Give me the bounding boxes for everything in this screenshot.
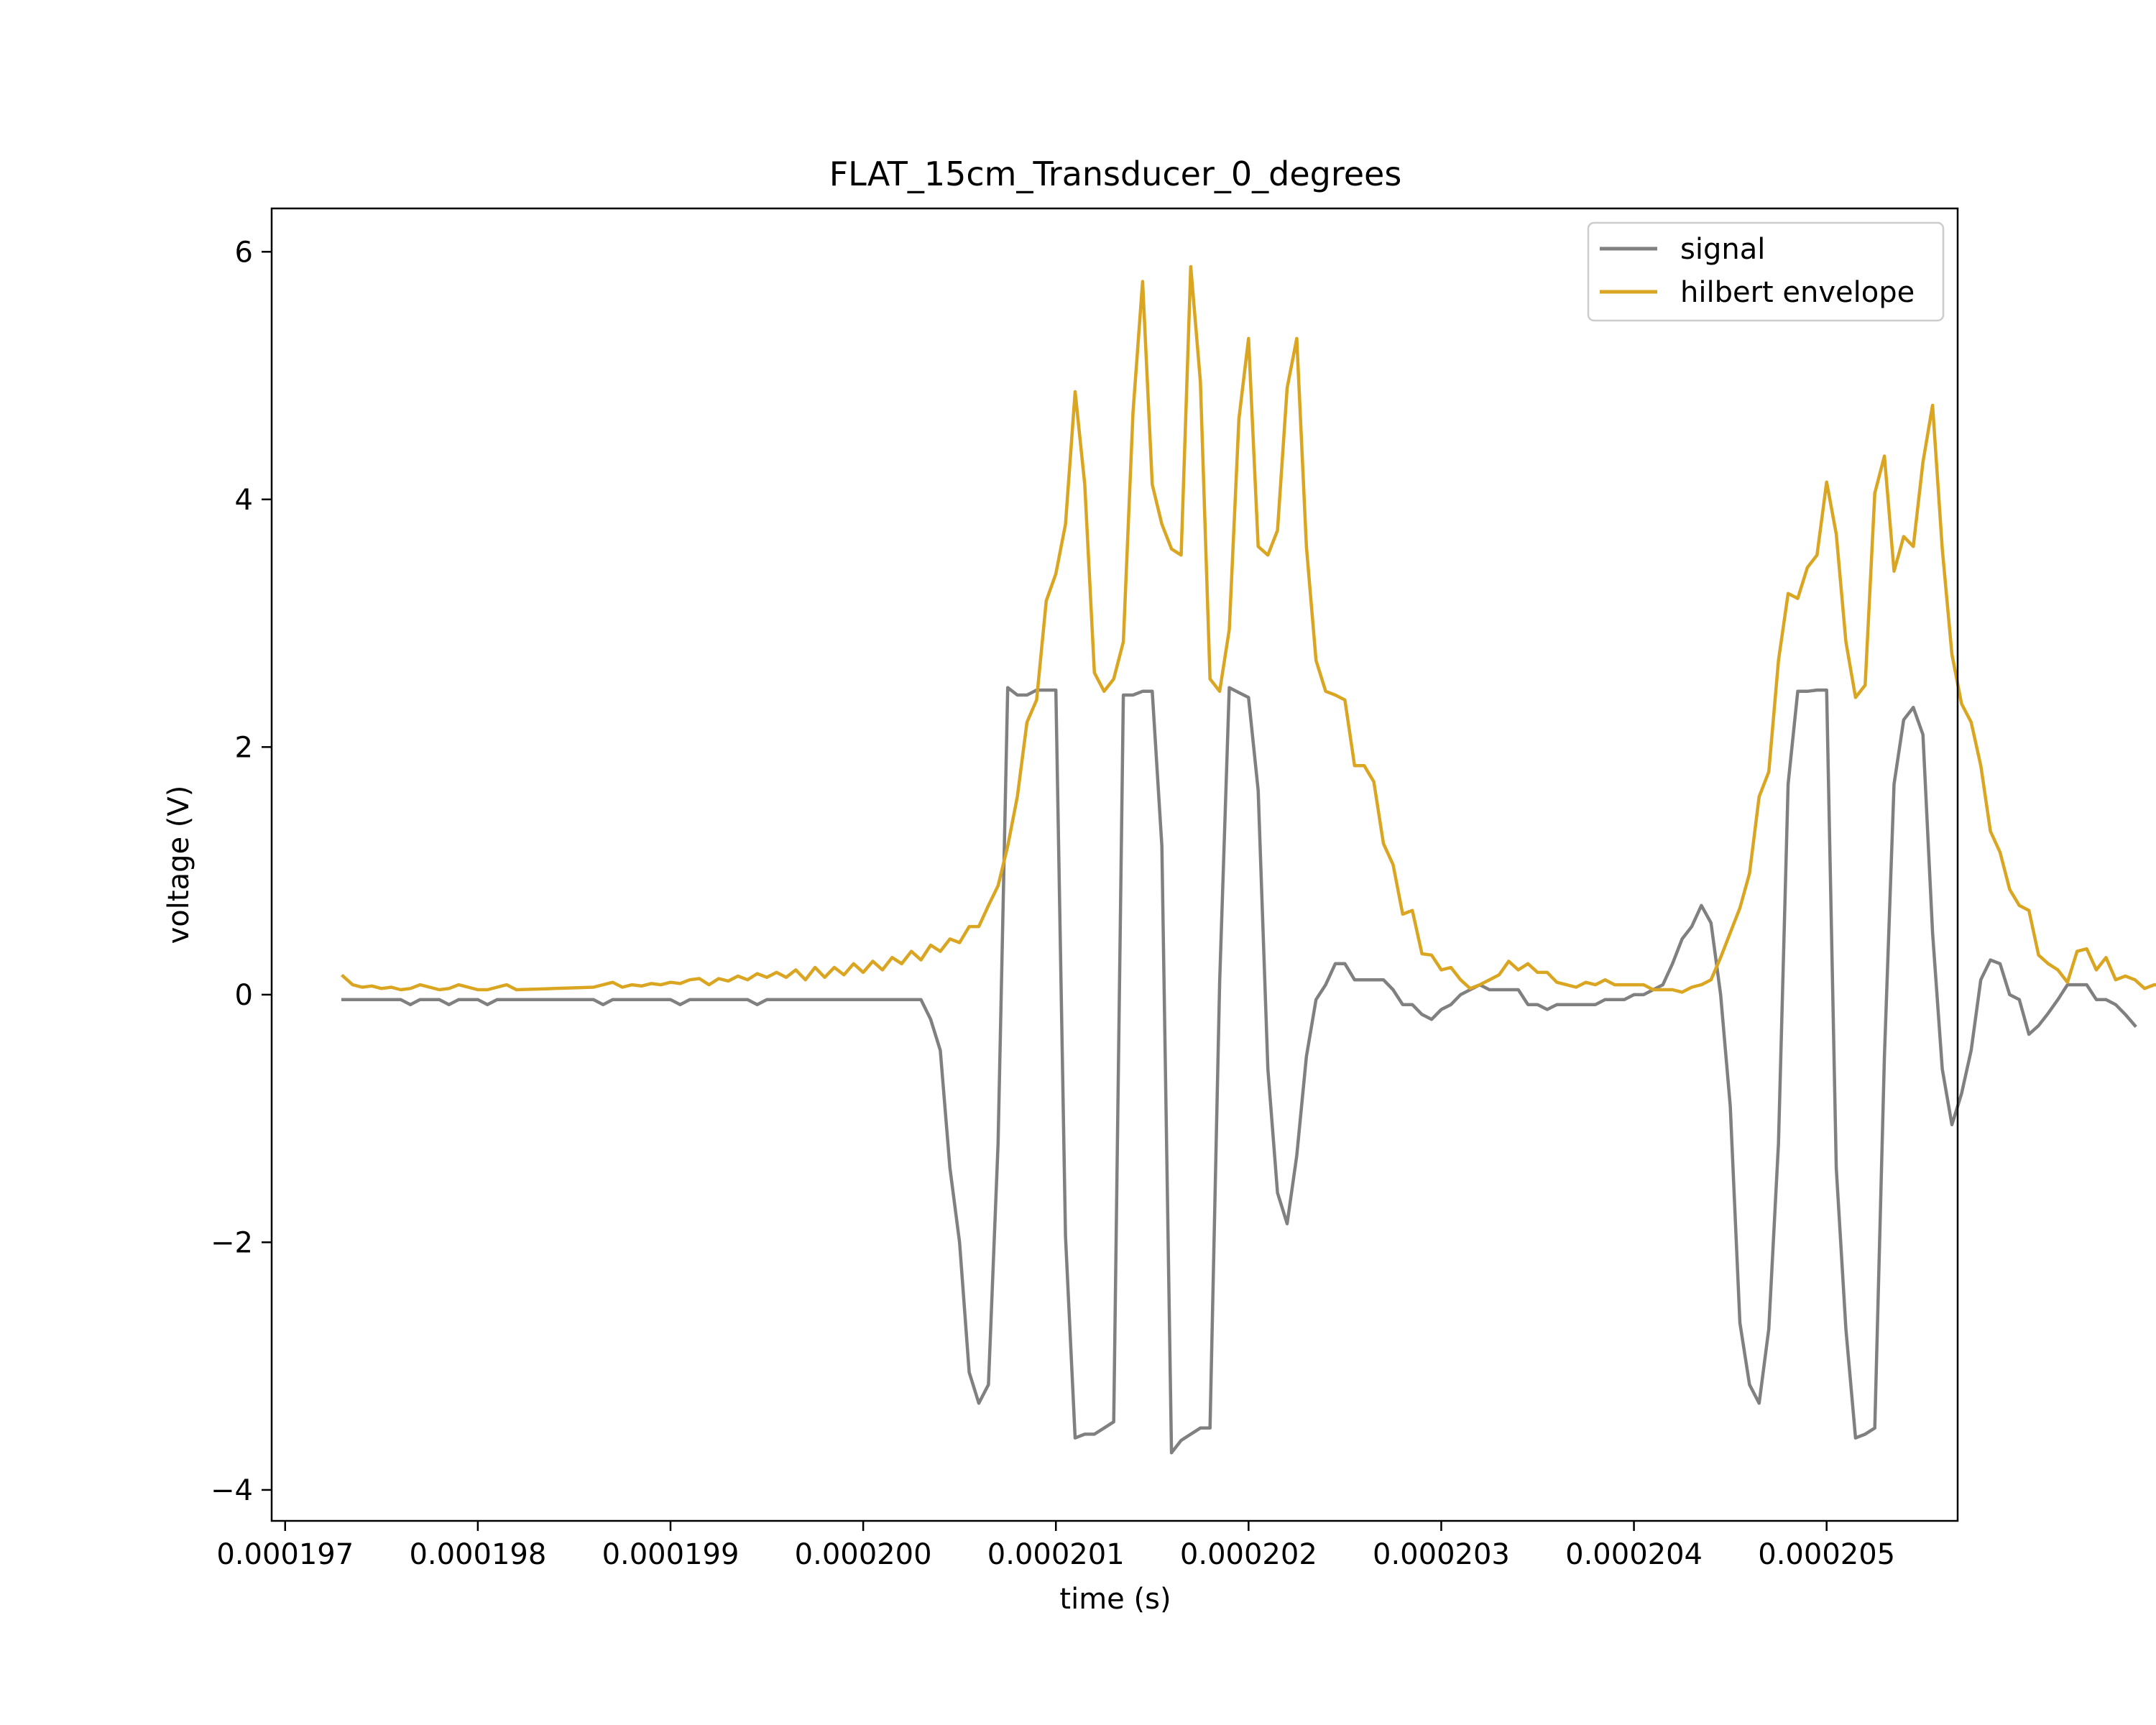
y-tick-label: 2 [235, 731, 253, 764]
x-tick-label: 0.000199 [602, 1538, 740, 1571]
legend-label-signal: signal [1680, 233, 1765, 266]
x-tick-label: 0.000204 [1565, 1538, 1703, 1571]
x-tick-label: 0.000202 [1180, 1538, 1317, 1571]
x-axis-ticks: 0.000197 0.000198 0.000199 0.000200 0.000201… [216, 1521, 1895, 1571]
series-layer [341, 264, 2156, 1455]
series-line-signal [341, 686, 2137, 1455]
y-axis-ticks: −4 −2 0 2 4 6 [211, 236, 272, 1507]
y-tick-label: −2 [211, 1226, 253, 1259]
x-tick-label: 0.000201 [987, 1538, 1125, 1571]
legend: signal hilbert envelope [1587, 221, 1945, 322]
x-tick-label: 0.000200 [795, 1538, 932, 1571]
y-axis-label: voltage (V) [162, 786, 195, 944]
y-tick-label: 6 [235, 236, 253, 269]
plot-frame [270, 207, 1959, 1522]
y-tick-label: 0 [235, 979, 253, 1012]
x-tick-label: 0.000198 [409, 1538, 546, 1571]
chart-title: FLAT_15cm_Transducer_0_degrees [829, 155, 1402, 193]
y-tick-label: −4 [211, 1474, 253, 1507]
x-tick-label: 0.000205 [1758, 1538, 1895, 1571]
series-line-hilbert-envelope [341, 264, 2156, 994]
legend-box [1587, 221, 1945, 322]
x-tick-label: 0.000197 [216, 1538, 354, 1571]
y-tick-label: 4 [235, 484, 253, 517]
x-tick-label: 0.000203 [1373, 1538, 1510, 1571]
legend-label-hilbert-envelope: hilbert envelope [1680, 276, 1915, 309]
x-axis-label: time (s) [1059, 1583, 1171, 1616]
